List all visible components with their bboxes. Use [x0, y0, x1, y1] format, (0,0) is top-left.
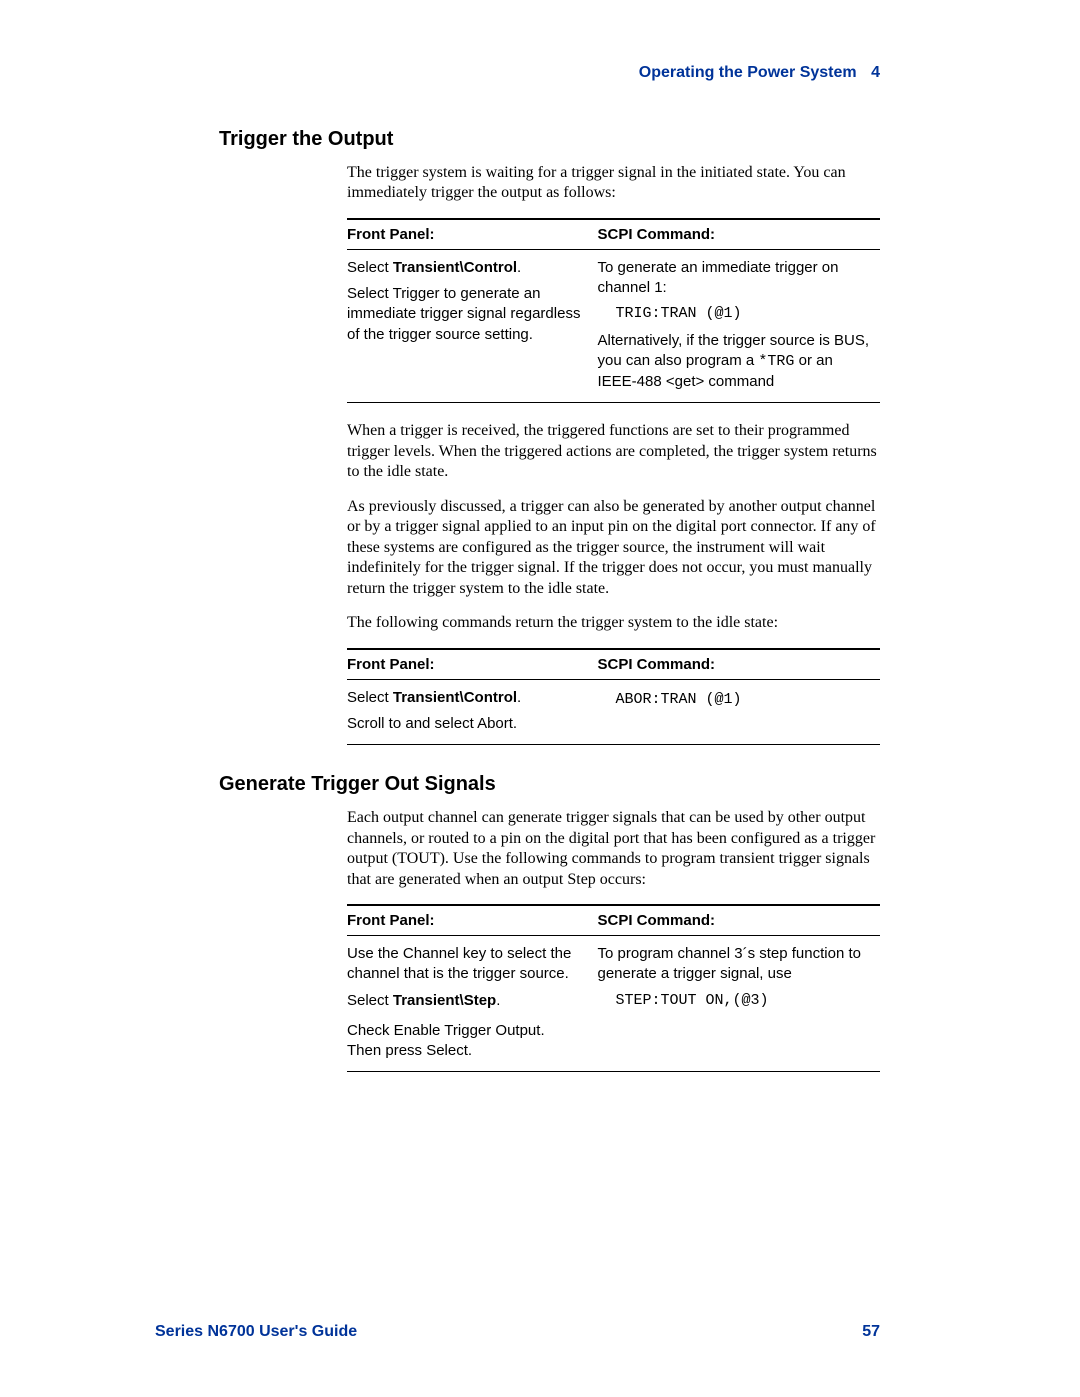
header-chapter-number: 4: [871, 64, 880, 81]
text-run: .: [517, 689, 521, 706]
col-header-scpi: SCPI Command:: [598, 226, 880, 243]
para: As previously discussed, a trigger can a…: [347, 497, 880, 599]
table-header-row: Front Panel: SCPI Command:: [347, 906, 880, 936]
cell-front-panel: Use the Channel key to select the channe…: [347, 944, 598, 1061]
para: The following commands return the trigge…: [347, 613, 880, 633]
section-heading-generate-trigger-out: Generate Trigger Out Signals: [219, 773, 940, 796]
header-section-title: Operating the Power System: [639, 64, 857, 81]
cell-scpi: ABOR:TRAN (@1): [598, 688, 880, 735]
col-header-scpi: SCPI Command:: [598, 912, 880, 929]
cell-front-panel: Select Transient\Control. Scroll to and …: [347, 688, 598, 735]
cell-paragraph: To program channel 3´s step function to …: [598, 944, 876, 985]
text-run-bold: Transient\Step: [393, 992, 496, 1009]
table-row: Select Transient\Control. Scroll to and …: [347, 680, 880, 745]
col-header-front-panel: Front Panel:: [347, 656, 598, 673]
section2-body: Each output channel can generate trigger…: [347, 808, 880, 890]
col-header-front-panel: Front Panel:: [347, 912, 598, 929]
code-line: STEP:TOUT ON,(@3): [598, 991, 876, 1011]
text-run: Select: [347, 992, 393, 1009]
cell-paragraph: To generate an immediate trigger on chan…: [598, 258, 876, 299]
cell-scpi: To generate an immediate trigger on chan…: [598, 258, 880, 393]
table-header-row: Front Panel: SCPI Command:: [347, 650, 880, 680]
col-header-front-panel: Front Panel:: [347, 226, 598, 243]
section1-intro: The trigger system is waiting for a trig…: [347, 163, 880, 204]
cell-paragraph: Alternatively, if the trigger source is …: [598, 331, 876, 393]
section1-after: When a trigger is received, the triggere…: [347, 421, 880, 633]
cell-paragraph: Use the Channel key to select the channe…: [347, 944, 582, 985]
section2-intro: Each output channel can generate trigger…: [347, 808, 880, 890]
footer-page-number: 57: [862, 1323, 880, 1341]
text-run: Select: [347, 259, 393, 276]
code-line: TRIG:TRAN (@1): [598, 304, 876, 324]
table-header-row: Front Panel: SCPI Command:: [347, 220, 880, 250]
text-run: .: [517, 259, 521, 276]
code-line: ABOR:TRAN (@1): [598, 690, 876, 710]
cell-paragraph: Check Enable Trigger Output. Then press …: [347, 1021, 582, 1062]
text-run-bold: Transient\Control: [393, 689, 517, 706]
document-page: Operating the Power System 4 Trigger the…: [0, 0, 1080, 1397]
cell-front-panel: Select Transient\Control. Select Trigger…: [347, 258, 598, 393]
table-abort: Front Panel: SCPI Command: Select Transi…: [347, 648, 880, 746]
cell-paragraph: Scroll to and select Abort.: [347, 714, 582, 734]
table-row: Use the Channel key to select the channe…: [347, 936, 880, 1071]
table-trigger-out: Front Panel: SCPI Command: Use the Chann…: [347, 904, 880, 1072]
page-header: Operating the Power System 4: [155, 64, 940, 82]
section-heading-trigger-output: Trigger the Output: [219, 128, 940, 151]
inline-code: *TRG: [758, 353, 794, 370]
cell-scpi: To program channel 3´s step function to …: [598, 944, 880, 1061]
text-run: .: [496, 992, 500, 1009]
section1-body: The trigger system is waiting for a trig…: [347, 163, 880, 204]
cell-paragraph: Select Trigger to generate an immediate …: [347, 284, 582, 345]
text-run-bold: Transient\Control: [393, 259, 517, 276]
footer-guide-title: Series N6700 User's Guide: [155, 1323, 357, 1341]
page-footer: Series N6700 User's Guide 57: [155, 1323, 880, 1341]
para: When a trigger is received, the triggere…: [347, 421, 880, 482]
table-trigger-output: Front Panel: SCPI Command: Select Transi…: [347, 218, 880, 404]
col-header-scpi: SCPI Command:: [598, 656, 880, 673]
table-row: Select Transient\Control. Select Trigger…: [347, 250, 880, 403]
text-run: Select: [347, 689, 393, 706]
